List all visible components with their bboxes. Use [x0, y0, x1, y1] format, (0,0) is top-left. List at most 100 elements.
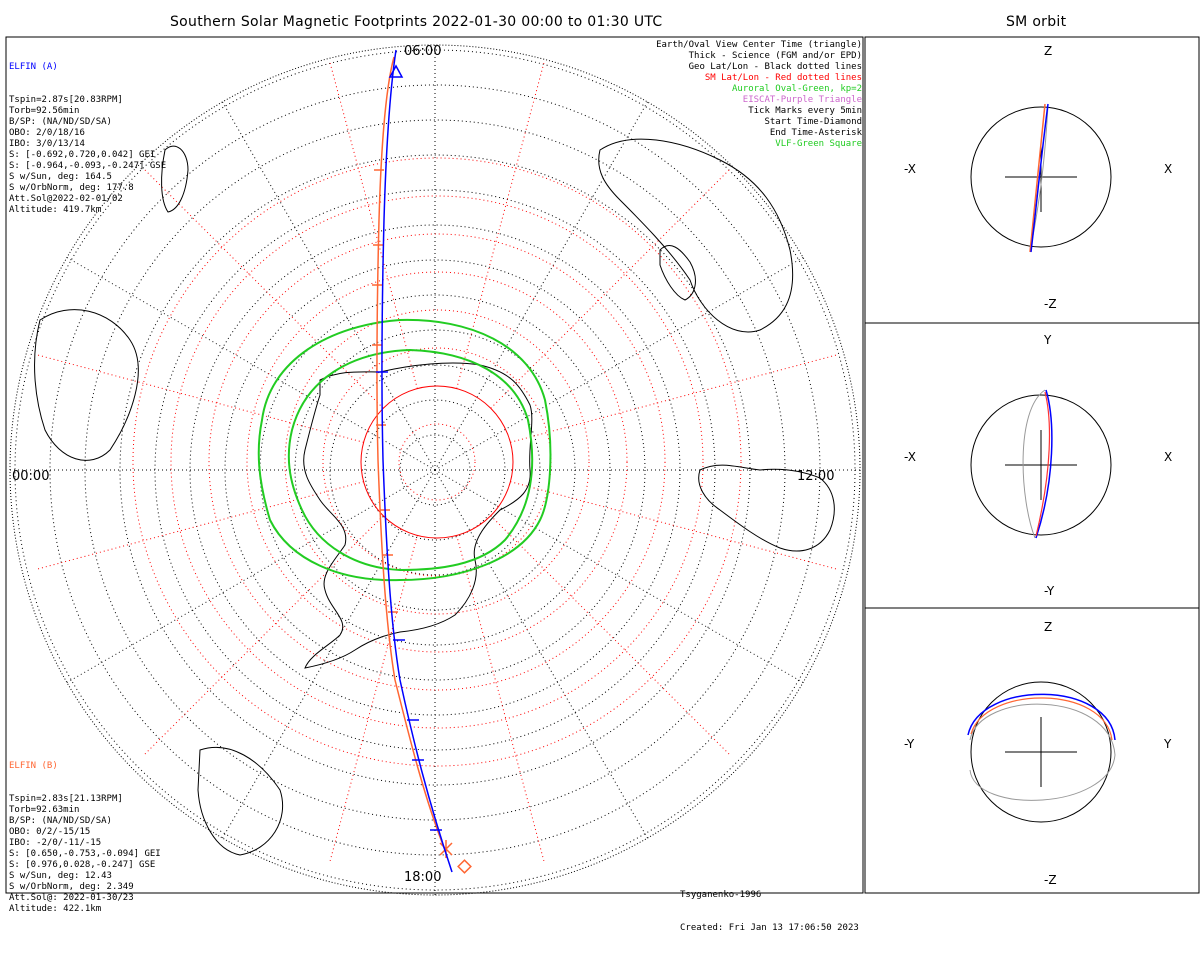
geo-lon-line: [434, 469, 804, 683]
elfin-b-info-line: Torb=92.63min: [9, 805, 80, 815]
legend-item: Geo Lat/Lon - Black dotted lines: [688, 62, 862, 72]
orbit-a-xz: [1030, 103, 1049, 253]
south-america-coast: [34, 309, 139, 461]
legend-item: Tick Marks every 5min: [748, 106, 862, 116]
antarctica-coast: [303, 362, 533, 669]
geo-lat-circle: [259, 294, 611, 646]
orbit-yz-right: Y: [1164, 737, 1172, 751]
elfin-a-lines: Tspin=2.87s[20.83RPM] Torb=92.56min B/SP: …: [9, 95, 166, 216]
elfin-a-info-line: S w/Sun, deg: 164.5: [9, 172, 112, 182]
madagascar-coast: [161, 145, 189, 213]
footprint-figure: Southern Solar Magnetic Footprints 2022-…: [5, 14, 1200, 933]
sm-lat-circle: [360, 385, 514, 539]
legend-item: EISCAT-Purple Triangle: [742, 95, 862, 105]
elfin-b-info-line: S: [0.650,-0.753,-0.094] GEI: [9, 849, 161, 859]
orbit-xy-left: -X: [904, 450, 916, 464]
map-frame: [5, 36, 864, 894]
sm-lon-line: [143, 515, 384, 756]
elfin-a-info-line: S: [-0.692,0.720,0.042] GEI: [9, 150, 156, 160]
sm-lon-line: [510, 481, 838, 570]
sm-lon-line: [36, 481, 364, 570]
orbit-xz-bottom: -Z: [1044, 297, 1057, 311]
sm-lon-line: [456, 61, 545, 389]
orbit-xy-right: X: [1164, 450, 1173, 464]
orbit-xz-left: -X: [904, 162, 916, 176]
geo-lon-line: [434, 257, 804, 471]
orbit-panel-title: SM orbit: [1006, 14, 1067, 30]
orbit-ref-xy: [1022, 389, 1046, 539]
legend-item: End Time-Asterisk: [769, 128, 862, 138]
elfin-b-track: [372, 56, 472, 874]
map-boundary: [9, 44, 861, 896]
legend-item: Earth/Oval View Center Time (triangle): [656, 40, 862, 50]
map-label-bottom: 18:00: [404, 870, 442, 885]
sm-lat-circle: [398, 423, 476, 501]
orbit-yz-bottom: -Z: [1044, 873, 1057, 887]
map-label-top: 06:00: [404, 44, 442, 59]
orbit-xy-top: Y: [1044, 333, 1052, 347]
orbit-xz-top: Z: [1044, 44, 1053, 58]
footer: Tsyganenko-1996 Created: Fri Jan 13 17:0…: [680, 868, 859, 956]
elfin-a-info-line: IBO: 3/0/13/14: [9, 139, 85, 149]
elfin-b-info-line: S w/OrbNorm, deg: 2.349: [9, 882, 134, 892]
elfin-a-info-line: S: [-0.964,-0.093,-0.247] GSE: [9, 161, 167, 171]
australia-coast: [698, 464, 835, 552]
elfin-b-info-line: Altitude: 422.1km: [9, 904, 102, 914]
auroral-ovals: [257, 318, 552, 582]
elfin-b-info-line: Att.Sol@: 2022-01-30/23: [9, 893, 134, 903]
orbit-panel-yz-frame: [864, 607, 1200, 894]
elfin-b-start-diamond: [457, 859, 472, 874]
elfin-b-info-line: Tspin=2.83s[21.13RPM]: [9, 794, 123, 804]
elfin-a-footprint: [381, 49, 453, 873]
geo-lat-circle: [364, 399, 506, 541]
geo-lon-line: [66, 469, 436, 683]
new-zealand-coast: [659, 245, 696, 301]
earth-circle-yz: [970, 681, 1112, 823]
elfin-a-info: ELFIN (A) Tspin=2.87s[20.83RPM] Torb=92.5…: [9, 40, 166, 238]
elfin-a-info-line: Torb=92.56min: [9, 106, 80, 116]
earth-circle-xy: [970, 394, 1112, 536]
elfin-a-info-line: OBO: 2/0/18/16: [9, 128, 85, 138]
orbit-yz-panel: [967, 681, 1116, 823]
elfin-b-tick: [372, 169, 398, 613]
legend: Earth/Oval View Center Time (triangle) Th…: [656, 40, 862, 150]
orbit-ref-yz: [969, 703, 1116, 801]
geo-latlon-grid: [9, 44, 861, 896]
polar-map: [5, 36, 1200, 896]
elfin-b-info-line: S w/Sun, deg: 12.43: [9, 871, 112, 881]
map-label-right: 12:00: [797, 469, 835, 484]
created-label: Created: Fri Jan 13 17:06:50 2023: [680, 923, 859, 933]
page-title: Southern Solar Magnetic Footprints 2022-…: [170, 14, 663, 30]
sm-lon-line: [329, 535, 418, 863]
orbit-yz-left: -Y: [904, 737, 915, 751]
legend-item: Auroral Oval-Green, kp=2: [731, 84, 862, 94]
sm-lon-line: [490, 515, 731, 756]
legend-item: SM Lat/Lon - Red dotted lines: [704, 73, 862, 83]
sm-lat-circle: [284, 309, 590, 615]
geo-lon-line: [434, 469, 648, 839]
elfin-b-info-line: B/SP: (NA/ND/SD/SA): [9, 816, 112, 826]
orbit-b-yz: [970, 697, 1113, 741]
orbit-xy-panel: [970, 389, 1112, 539]
elfin-b-info-line: S: [0.976,0.028,-0.247] GSE: [9, 860, 156, 870]
sm-lat-circle: [170, 195, 704, 729]
geo-lat-circle: [399, 434, 471, 506]
earth-circle-xz: [970, 106, 1112, 248]
geo-lon-line: [222, 101, 436, 471]
orbit-panel-xz-frame: [864, 36, 1200, 324]
geo-lon-line: [66, 257, 436, 471]
auroral-oval-outer: [257, 318, 552, 582]
model-label: Tsyganenko-1996: [680, 890, 762, 900]
elfin-a-info-line: S w/OrbNorm, deg: 177.8: [9, 183, 134, 193]
geo-lat-circle: [224, 259, 646, 681]
elfin-a-info-line: Altitude: 419.7km: [9, 205, 102, 215]
auroral-oval-inner: [287, 348, 534, 572]
geo-lon-line: [222, 469, 436, 839]
elfin-b-info: ELFIN (B) Tspin=2.83s[21.13RPM] Torb=92.6…: [9, 739, 161, 937]
geo-lat-circle: [119, 154, 751, 786]
legend-item: VLF-Green Square: [775, 139, 862, 149]
sm-lon-line: [36, 354, 364, 443]
elfin-a-view-triangle: [388, 64, 404, 78]
orbit-xy-bottom: -Y: [1044, 584, 1055, 598]
orbit-a-xy: [1035, 389, 1053, 539]
